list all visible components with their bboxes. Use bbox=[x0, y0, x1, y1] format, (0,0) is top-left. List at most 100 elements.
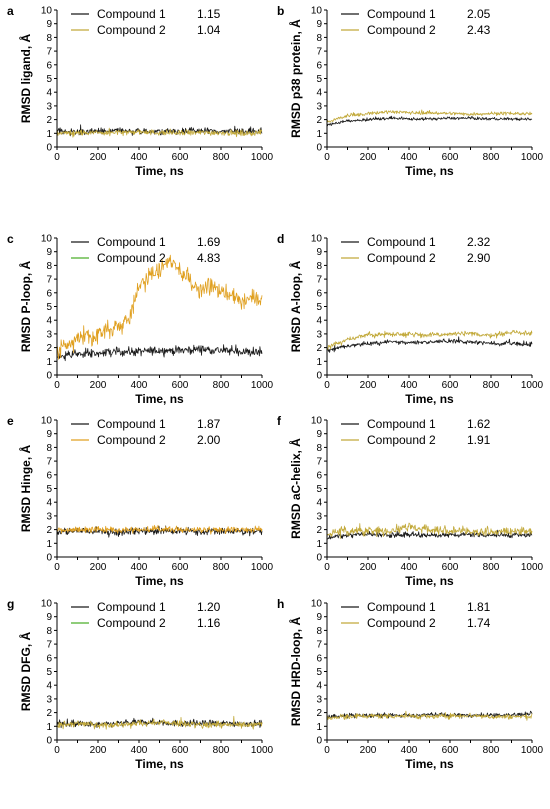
y-tick-label: 0 bbox=[46, 371, 52, 382]
panel-letter: b bbox=[277, 4, 284, 18]
x-tick-label: 200 bbox=[90, 745, 107, 756]
legend-name: Compound 1 bbox=[367, 600, 436, 614]
legend-value: 1.04 bbox=[197, 23, 221, 37]
y-axis-title: RMSD HRD-loop, Å bbox=[288, 617, 303, 727]
y-tick-label: 7 bbox=[46, 275, 52, 286]
x-tick-label: 400 bbox=[131, 380, 148, 391]
x-tick-label: 1000 bbox=[251, 562, 274, 573]
x-tick-label: 1000 bbox=[251, 745, 274, 756]
legend-name: Compound 2 bbox=[367, 23, 436, 37]
y-tick-label: 1 bbox=[316, 539, 322, 550]
y-tick-label: 5 bbox=[316, 302, 322, 313]
legend-value: 1.62 bbox=[467, 417, 491, 431]
series-line-2 bbox=[326, 522, 533, 540]
legend-value: 2.43 bbox=[467, 23, 491, 37]
series-line-1 bbox=[56, 344, 263, 362]
y-tick-label: 0 bbox=[46, 553, 52, 564]
y-tick-label: 4 bbox=[316, 88, 322, 99]
x-tick-label: 200 bbox=[360, 380, 377, 391]
chart-panel-c: c 0 1 2 3 4 5 6 7 8 9 10 0 200 400 600 800 1000 Time, ns RM… bbox=[7, 232, 274, 406]
legend-name: Compound 2 bbox=[97, 23, 166, 37]
legend-value: 2.90 bbox=[467, 251, 491, 265]
y-tick-label: 1 bbox=[46, 539, 52, 550]
x-tick-label: 400 bbox=[401, 562, 418, 573]
y-tick-label: 10 bbox=[41, 599, 53, 610]
y-tick-label: 9 bbox=[46, 612, 52, 623]
legend-name: Compound 1 bbox=[97, 417, 166, 431]
y-tick-label: 2 bbox=[316, 343, 322, 354]
chart-panel-e: e 0 1 2 3 4 5 6 7 8 9 10 0 200 400 600 800 1000 Time, ns RM… bbox=[7, 414, 274, 588]
y-tick-label: 4 bbox=[46, 681, 52, 692]
x-tick-label: 200 bbox=[360, 562, 377, 573]
panel-letter: f bbox=[277, 414, 282, 428]
y-tick-label: 2 bbox=[46, 708, 52, 719]
y-tick-label: 5 bbox=[316, 667, 322, 678]
legend-name: Compound 1 bbox=[97, 235, 166, 249]
y-tick-label: 3 bbox=[316, 329, 322, 340]
legend-value: 2.32 bbox=[467, 235, 491, 249]
y-tick-label: 4 bbox=[316, 316, 322, 327]
y-tick-label: 8 bbox=[46, 33, 52, 44]
series-line-2 bbox=[56, 715, 263, 730]
x-tick-label: 200 bbox=[90, 152, 107, 163]
y-tick-label: 9 bbox=[316, 429, 322, 440]
legend-name: Compound 1 bbox=[367, 417, 436, 431]
x-axis-title: Time, ns bbox=[135, 392, 184, 406]
y-tick-label: 10 bbox=[311, 6, 323, 17]
y-tick-label: 4 bbox=[316, 498, 322, 509]
legend-name: Compound 2 bbox=[367, 251, 436, 265]
x-tick-label: 200 bbox=[90, 562, 107, 573]
y-tick-label: 3 bbox=[46, 101, 52, 112]
legend-name: Compound 1 bbox=[367, 7, 436, 21]
y-tick-label: 2 bbox=[316, 708, 322, 719]
y-tick-label: 5 bbox=[316, 484, 322, 495]
x-tick-label: 800 bbox=[483, 562, 500, 573]
legend-value: 1.91 bbox=[467, 433, 491, 447]
legend-value: 1.15 bbox=[197, 7, 221, 21]
y-tick-label: 3 bbox=[46, 694, 52, 705]
x-tick-label: 1000 bbox=[521, 562, 544, 573]
x-tick-label: 0 bbox=[324, 562, 330, 573]
y-tick-label: 7 bbox=[46, 640, 52, 651]
chart-panel-f: f 0 1 2 3 4 5 6 7 8 9 10 0 200 400 600 800 1000 Time, ns RM… bbox=[277, 414, 544, 588]
y-tick-label: 9 bbox=[46, 429, 52, 440]
y-tick-label: 3 bbox=[46, 511, 52, 522]
legend-name: Compound 2 bbox=[97, 251, 166, 265]
x-tick-label: 600 bbox=[442, 152, 459, 163]
x-axis-title: Time, ns bbox=[405, 164, 454, 178]
legend-value: 4.83 bbox=[197, 251, 221, 265]
y-axis-title: RMSD DFG, Å bbox=[18, 632, 33, 712]
y-tick-label: 7 bbox=[316, 275, 322, 286]
x-axis-title: Time, ns bbox=[135, 574, 184, 588]
y-axis-title: RMSD aC-helix, Å bbox=[288, 438, 303, 539]
y-tick-label: 2 bbox=[46, 115, 52, 126]
x-tick-label: 800 bbox=[483, 152, 500, 163]
y-tick-label: 10 bbox=[41, 6, 53, 17]
legend-name: Compound 2 bbox=[97, 433, 166, 447]
y-tick-label: 6 bbox=[316, 60, 322, 71]
y-tick-label: 0 bbox=[316, 736, 322, 747]
y-tick-label: 2 bbox=[46, 343, 52, 354]
legend-value: 1.87 bbox=[197, 417, 221, 431]
y-tick-label: 0 bbox=[46, 143, 52, 154]
legend-value: 2.00 bbox=[197, 433, 221, 447]
x-tick-label: 200 bbox=[90, 380, 107, 391]
x-tick-label: 600 bbox=[442, 380, 459, 391]
series-line-1 bbox=[326, 529, 533, 540]
y-tick-label: 6 bbox=[46, 60, 52, 71]
x-tick-label: 1000 bbox=[521, 380, 544, 391]
x-tick-label: 400 bbox=[401, 380, 418, 391]
y-tick-label: 1 bbox=[46, 722, 52, 733]
y-tick-label: 1 bbox=[316, 722, 322, 733]
x-tick-label: 1000 bbox=[521, 152, 544, 163]
y-tick-label: 0 bbox=[316, 371, 322, 382]
y-tick-label: 8 bbox=[46, 626, 52, 637]
y-tick-label: 10 bbox=[311, 234, 323, 245]
y-tick-label: 0 bbox=[316, 553, 322, 564]
x-tick-label: 0 bbox=[324, 745, 330, 756]
legend-value: 2.05 bbox=[467, 7, 491, 21]
y-tick-label: 6 bbox=[46, 470, 52, 481]
y-tick-label: 9 bbox=[316, 612, 322, 623]
y-tick-label: 8 bbox=[316, 626, 322, 637]
